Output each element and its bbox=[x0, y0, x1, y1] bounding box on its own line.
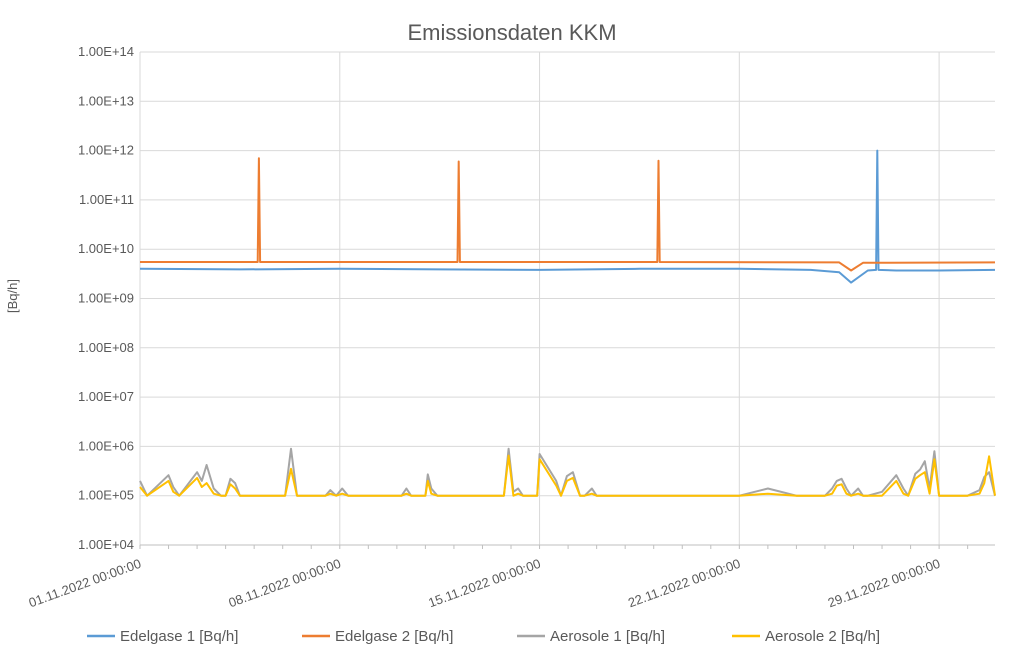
y-axis-label: [Bq/h] bbox=[5, 279, 20, 313]
y-tick-label: 1.00E+12 bbox=[78, 143, 134, 158]
y-tick-label: 1.00E+08 bbox=[78, 340, 134, 355]
y-tick-label: 1.00E+05 bbox=[78, 488, 134, 503]
series bbox=[139, 149, 996, 497]
x-tick-label: 15.11.2022 00:00:00 bbox=[426, 556, 542, 611]
chart-title: Emissionsdaten KKM bbox=[407, 20, 616, 45]
y-tick-label: 1.00E+10 bbox=[78, 241, 134, 256]
legend: Edelgase 1 [Bq/h] Edelgase 2 [Bq/h] Aeroso… bbox=[87, 628, 880, 645]
y-tick-label: 1.00E+07 bbox=[78, 389, 134, 404]
y-tick-label: 1.00E+06 bbox=[78, 438, 134, 453]
y-tick-label: 1.00E+09 bbox=[78, 291, 134, 306]
y-tick-label: 1.00E+13 bbox=[78, 93, 134, 108]
y-tick-label: 1.00E+11 bbox=[79, 192, 134, 207]
x-tick-label: 22.11.2022 00:00:00 bbox=[626, 556, 742, 611]
x-tick-label: 08.11.2022 00:00:00 bbox=[226, 556, 342, 611]
series-line bbox=[140, 157, 996, 272]
series-line bbox=[139, 454, 996, 497]
legend-entry: Aerosole 1 [Bq/h] bbox=[550, 628, 665, 645]
x-tick-label: 01.11.2022 00:00:00 bbox=[27, 556, 143, 611]
legend-entry: Aerosole 2 [Bq/h] bbox=[765, 628, 880, 645]
legend-entry: Edelgase 2 [Bq/h] bbox=[335, 628, 453, 645]
grid bbox=[139, 51, 995, 546]
legend-entry: Edelgase 1 [Bq/h] bbox=[120, 628, 238, 645]
y-tick-label: 1.00E+14 bbox=[78, 44, 134, 59]
series-line bbox=[139, 149, 996, 284]
axes: 1.00E+04 1.00E+05 1.00E+06 1.00E+07 1.00E+08… bbox=[27, 44, 995, 610]
series-line bbox=[139, 447, 996, 497]
x-tick-label: 29.11.2022 00:00:00 bbox=[826, 556, 942, 611]
y-tick-label: 1.00E+04 bbox=[78, 537, 134, 552]
